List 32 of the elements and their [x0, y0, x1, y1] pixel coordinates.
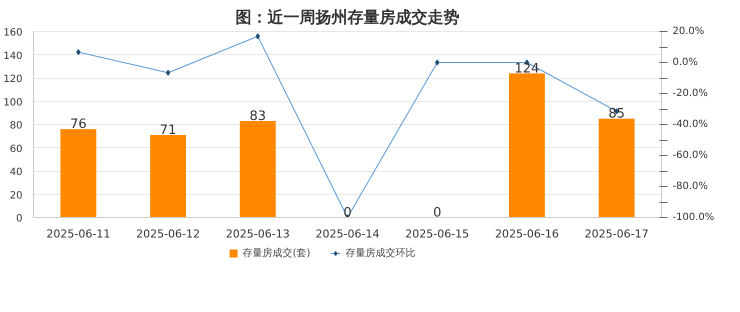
y-tick-label: 20 — [10, 190, 23, 202]
y2-tick-label: -20.0% — [672, 88, 708, 99]
y-tick-label: 0 — [16, 214, 23, 224]
y-tick-label: 100 — [3, 97, 23, 108]
legend-label: 存量房成交(套) — [242, 246, 310, 260]
data-label: 0 — [433, 206, 442, 220]
y-tick-label: 60 — [10, 144, 23, 155]
y-tick-label: 80 — [10, 120, 23, 132]
x-tick-label: 2025-06-15 — [405, 228, 470, 240]
x-tick-label: 2025-06-11 — [46, 228, 110, 240]
y2-tick-label: 0.0% — [672, 57, 698, 68]
y-tick-label: 160 — [3, 28, 23, 38]
y2-tick-label: -40.0% — [672, 119, 708, 130]
data-label: 124 — [514, 61, 540, 76]
x-tick-label: 2025-06-12 — [136, 228, 200, 240]
x-tick-label: 2025-06-16 — [494, 228, 559, 240]
data-label: 76 — [70, 117, 87, 132]
y2-tick-label: -60.0% — [672, 150, 708, 161]
chart-title: 图：近一周扬州存量房成交走势 — [236, 8, 460, 26]
y2-tick-label: -80.0% — [672, 181, 708, 192]
y-tick-label: 120 — [3, 74, 23, 85]
y-tick-label: 140 — [3, 50, 23, 62]
data-label: 71 — [160, 122, 176, 138]
data-label: 83 — [250, 109, 266, 124]
x-tick-label: 2025-06-17 — [584, 228, 649, 240]
x-tick-label: 2025-06-13 — [226, 228, 290, 240]
y-tick-label: 40 — [10, 167, 23, 178]
y2-tick-label: -100.0% — [672, 212, 714, 223]
x-tick-label: 2025-06-14 — [316, 228, 380, 240]
y2-tick-label: 20.0% — [672, 26, 704, 37]
data-label: 85 — [608, 106, 625, 122]
legend-label: 存量房成交环比 — [345, 246, 416, 260]
